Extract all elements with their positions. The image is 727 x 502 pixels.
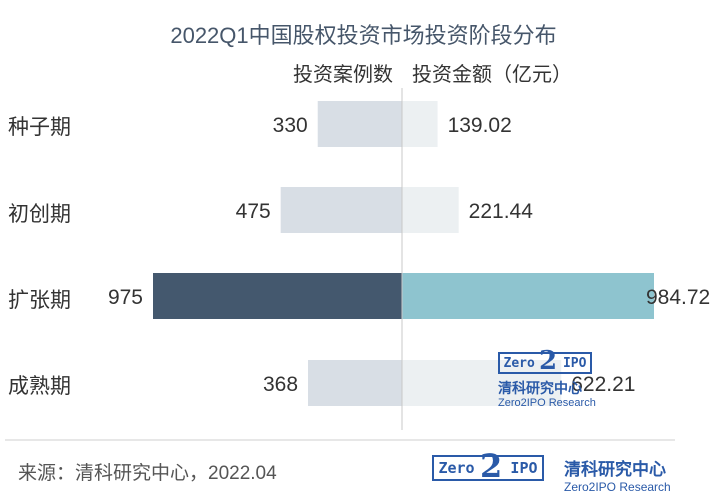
footer-logo: Zero IPO 2 清科研究中心 Zero2IPO Research [432,447,672,498]
watermark-digit: 2 [539,346,558,376]
category-label-mature: 成熟期 [8,375,71,398]
category-label-seed: 种子期 [8,116,71,139]
category-label-startup: 初创期 [8,203,71,226]
footer-word-right: IPO [510,459,538,477]
value-label-count-mature: 368 [263,373,298,396]
footer-word-left: Zero [438,459,475,477]
watermark-word-right: IPO [562,355,587,371]
value-label-amount-startup: 221.44 [469,200,534,223]
value-label-count-seed: 330 [273,114,308,137]
bar-amount-startup [402,187,459,233]
bar-count-seed [317,101,402,147]
watermark-wordmark: Zero IPO [498,352,592,374]
footer-wordmark: Zero IPO [432,455,544,481]
bar-amount-seed [402,101,438,147]
bar-count-startup [280,187,402,233]
bar-amount-mature [402,360,562,406]
bars-layer [153,101,654,406]
value-label-amount-seed: 139.02 [448,114,512,137]
value-label-count-startup: 475 [236,200,271,223]
legend-amount: 投资金额（亿元） [412,64,572,86]
watermark-name-en: Zero2IPO Research [498,397,596,409]
watermark-logo: Zero IPO 2 清科研究中心 Zero2IPO Research [498,346,608,414]
bar-count-expansion [153,273,402,319]
value-labels-layer: 330 139.02 475 221.44 975 984.72 368 622.21 [108,114,710,396]
bar-amount-expansion [402,273,654,319]
value-label-amount-expansion: 984.72 [646,286,710,309]
watermark-word-left: Zero [503,355,535,371]
value-label-amount-mature: 622.21 [571,373,635,396]
footer-name-cn: 清科研究中心 [564,460,666,479]
value-label-count-expansion: 975 [108,286,143,309]
footer-name-en: Zero2IPO Research [564,480,671,494]
chart-title: 2022Q1中国股权投资市场投资阶段分布 [170,23,557,48]
watermark-name-cn: 清科研究中心 [498,380,582,396]
bar-count-mature [308,360,402,406]
legend-count: 投资案例数 [293,64,393,86]
footer-digit: 2 [480,447,503,485]
category-label-expansion: 扩张期 [8,289,71,312]
source-note: 来源：清科研究中心，2022.04 [18,463,277,484]
